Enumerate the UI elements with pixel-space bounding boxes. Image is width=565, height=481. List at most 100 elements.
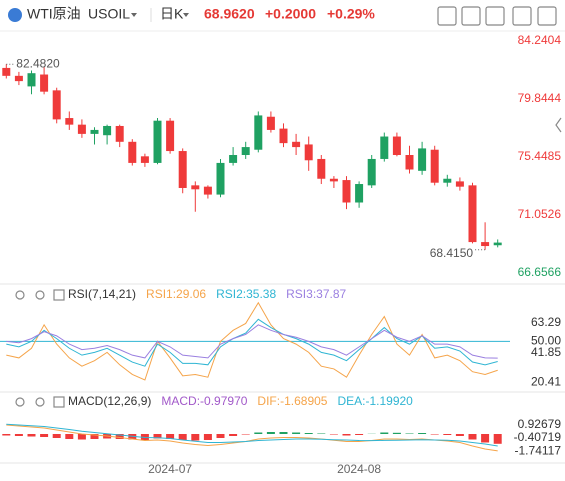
legend-entry: MACD:-0.97970 [161,394,247,408]
macd-bar [254,432,263,434]
candle-body [443,178,452,183]
x-tick-label: 2024-07 [148,462,192,476]
candle-body [128,141,137,163]
macd-bar [355,434,364,435]
candle-body [153,120,162,163]
macd-line [6,424,498,452]
dropdown-arrow[interactable] [131,13,137,17]
toolbar [437,6,557,26]
candle-body [392,136,401,156]
legend-entry: DIF:-1.68905 [257,394,327,408]
macd-bar [153,434,162,439]
symbol[interactable]: USOIL [88,6,130,22]
candle-body [216,162,225,195]
macd-bar [418,433,427,434]
candle-body [292,141,301,148]
candle-body [115,125,124,142]
candle-body [65,118,74,125]
y-tick-label: 84.2404 [518,33,562,47]
macd-bar [266,432,275,434]
dropdown-arrow[interactable] [183,13,189,17]
tool-button[interactable] [485,6,505,26]
settings-icon[interactable] [35,290,45,300]
candle-body [304,144,313,161]
instrument-name[interactable]: WTI原油 [27,6,81,22]
eye-icon[interactable] [15,397,25,407]
candle-body [481,242,490,247]
tool-button[interactable] [537,6,557,26]
macd-bar [90,434,99,439]
candle-body [455,181,464,187]
tool-button[interactable] [437,6,457,26]
candle-body [166,120,175,152]
y-tick-label: 71.0526 [518,207,562,221]
candle-body [468,185,477,243]
macd-line [6,423,498,447]
macd-bar [329,434,338,435]
macd-bar [342,434,351,436]
eye-icon[interactable] [15,290,25,300]
legend-entry: RSI1:29.06 [146,287,206,301]
y-tick-label: -1.74117 [515,444,562,458]
y-tick-label: 75.4485 [518,149,562,163]
candle-body [329,178,338,182]
legend-entry: RSI3:37.87 [286,287,346,301]
candle-body [279,128,288,144]
legend-entry: DEA:-1.19920 [337,394,413,408]
y-tick-label: 79.8444 [518,91,562,105]
y-tick-label: 41.85 [531,345,561,359]
macd-bar [203,434,212,440]
y-tick-label: 20.41 [531,374,561,388]
legend-entry: RSI2:35.38 [216,287,276,301]
candle-body [77,124,86,134]
min-label: 68.4150 [430,246,474,260]
macd-bar [40,434,49,437]
candle-body [178,151,187,188]
change-pct: +0.29% [327,6,375,22]
macd-bar [493,434,502,444]
macd-bar [241,434,250,435]
candle-body [191,185,200,190]
candle-body [254,115,263,150]
y-tick-label: -0.40719 [514,430,562,444]
macd-bar [191,434,200,441]
tool-button[interactable] [461,6,481,26]
candle-body [2,67,11,76]
macd-bar [128,434,137,440]
candle-body [229,155,238,163]
collapse-handle[interactable] [555,117,562,133]
macd-bar [317,433,326,434]
rsi-line [6,324,498,359]
expand-icon[interactable] [53,396,65,408]
price: 68.9620 [204,6,255,22]
candle-body [317,158,326,179]
candle-body [380,136,389,159]
candle-body [266,116,275,130]
macd-bar [443,434,452,435]
y-tick-label: 50.00 [531,334,561,348]
macd-bar [115,434,124,439]
macd-bar [65,434,74,439]
candle-body [418,148,427,171]
macd-bar [304,433,313,434]
macd-bar [455,434,464,436]
candle-body [140,156,149,163]
header: WTI原油 USOIL 日K 68.9620 +0.2000 +0.29% [8,6,557,26]
candle-body [342,180,351,203]
y-tick-label: 0.92679 [518,417,562,431]
candle-body [27,73,36,87]
candle-body [493,242,502,246]
indicator-title: RSI(7,14,21) [68,287,136,301]
macd-bar [229,434,238,436]
period[interactable]: 日K [160,6,184,22]
x-tick-label: 2024-08 [337,462,381,476]
macd-bar [77,434,86,440]
macd-bar [292,432,301,434]
candle-body [14,75,23,82]
expand-icon[interactable] [53,289,65,301]
candle-body [367,158,376,186]
settings-icon[interactable] [35,397,45,407]
macd-bar [166,434,175,439]
tool-button[interactable] [512,6,532,26]
